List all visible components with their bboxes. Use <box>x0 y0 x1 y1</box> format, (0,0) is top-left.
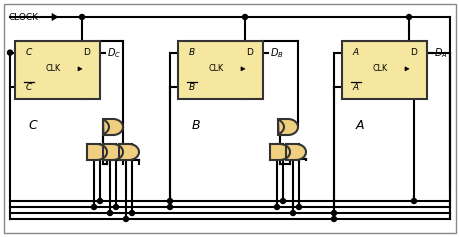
Polygon shape <box>241 67 245 71</box>
Text: A: A <box>352 83 358 92</box>
Circle shape <box>296 205 301 210</box>
Text: B: B <box>189 48 195 57</box>
Polygon shape <box>97 144 107 160</box>
Circle shape <box>91 205 96 210</box>
Text: CLK: CLK <box>208 64 224 73</box>
Circle shape <box>129 210 134 215</box>
Circle shape <box>79 14 84 19</box>
Text: A: A <box>355 119 364 132</box>
Polygon shape <box>295 144 305 160</box>
Polygon shape <box>103 144 113 160</box>
FancyBboxPatch shape <box>178 41 263 99</box>
Text: B: B <box>189 83 195 92</box>
Text: D: D <box>246 48 253 57</box>
Polygon shape <box>113 144 123 160</box>
Circle shape <box>123 217 128 222</box>
Circle shape <box>97 199 102 204</box>
Text: $D_C$: $D_C$ <box>107 46 121 59</box>
Circle shape <box>331 217 336 222</box>
Polygon shape <box>119 144 129 160</box>
Circle shape <box>274 205 279 210</box>
Circle shape <box>167 199 172 204</box>
Polygon shape <box>103 119 123 135</box>
Text: $D_A$: $D_A$ <box>433 46 447 59</box>
Text: C: C <box>26 48 32 57</box>
Text: C: C <box>26 83 32 92</box>
Circle shape <box>113 205 118 210</box>
Circle shape <box>290 210 295 215</box>
Circle shape <box>7 50 12 55</box>
Circle shape <box>406 14 411 19</box>
FancyBboxPatch shape <box>341 41 426 99</box>
Circle shape <box>411 199 415 204</box>
Polygon shape <box>280 144 289 160</box>
Circle shape <box>331 210 336 215</box>
Circle shape <box>242 14 247 19</box>
Polygon shape <box>285 144 295 160</box>
Text: A: A <box>352 48 358 57</box>
Circle shape <box>167 205 172 210</box>
Polygon shape <box>87 144 97 160</box>
Text: CLK: CLK <box>372 64 387 73</box>
Polygon shape <box>277 119 297 135</box>
Polygon shape <box>404 67 408 71</box>
Polygon shape <box>78 67 82 71</box>
Text: B: B <box>191 119 200 132</box>
Text: C: C <box>28 119 37 132</box>
Text: D: D <box>410 48 416 57</box>
Polygon shape <box>129 144 139 160</box>
FancyBboxPatch shape <box>15 41 100 99</box>
Text: $D_B$: $D_B$ <box>269 46 283 59</box>
Text: D: D <box>84 48 90 57</box>
Text: CLOCK: CLOCK <box>9 13 39 22</box>
Polygon shape <box>269 144 280 160</box>
Text: CLK: CLK <box>46 64 61 73</box>
Polygon shape <box>52 14 58 20</box>
Circle shape <box>107 210 112 215</box>
Circle shape <box>280 199 285 204</box>
